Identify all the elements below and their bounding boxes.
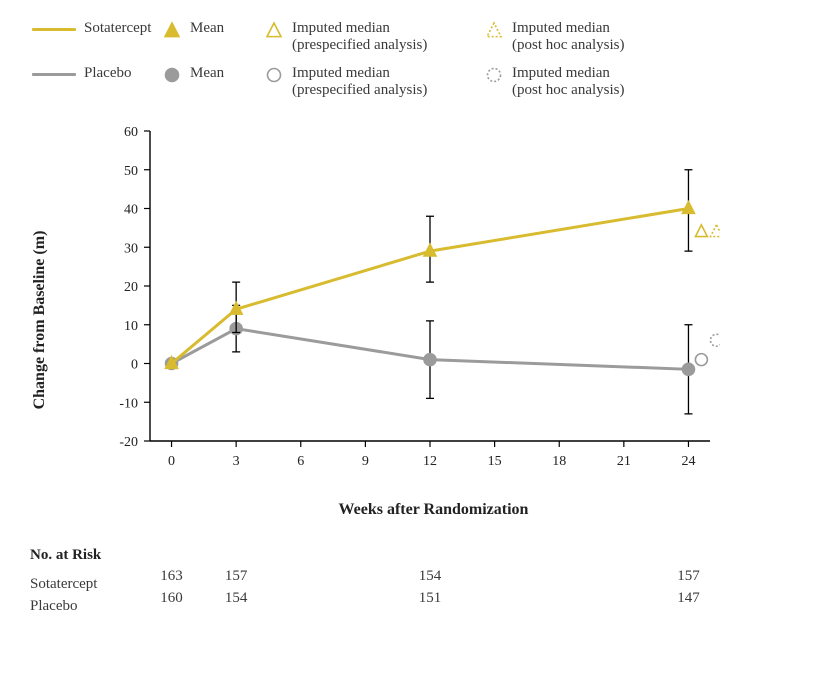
legend-label: Sotatercept [84,20,151,37]
legend-label: Imputed median (prespecified analysis) [292,65,427,100]
legend-label-line: (prespecified analysis) [292,82,427,99]
at-risk-value: 157 [225,568,248,585]
circle-filled-icon [162,65,182,85]
legend-label-line: Imputed median [512,20,624,37]
svg-text:60: 60 [124,125,138,140]
svg-text:0: 0 [168,454,175,469]
svg-text:20: 20 [124,280,138,295]
legend-sotatercept-line: Sotatercept [32,20,142,37]
at-risk-row-values: 160 154 151 147 [140,590,787,610]
svg-text:0: 0 [131,358,138,373]
legend-label-line: (post hoc analysis) [512,37,624,54]
svg-text:9: 9 [362,454,369,469]
legend-placebo-imputed-posthoc: Imputed median (post hoc analysis) [484,65,664,100]
at-risk-value: 154 [419,568,442,585]
legend-placebo-imputed-prespec: Imputed median (prespecified analysis) [264,65,464,100]
legend-label-line: (prespecified analysis) [292,37,427,54]
at-risk-row-label: Placebo [30,598,140,615]
legend-label-line: (post hoc analysis) [512,82,624,99]
triangle-open-icon [264,20,284,40]
svg-text:40: 40 [124,203,138,218]
svg-text:6: 6 [297,454,304,469]
legend-label: Imputed median (post hoc analysis) [512,65,624,100]
legend-label-line: Imputed median [292,20,427,37]
svg-text:24: 24 [681,454,695,469]
legend: Sotatercept Mean Imputed median (prespec… [32,20,787,99]
svg-text:18: 18 [552,454,566,469]
legend-label: Imputed median (prespecified analysis) [292,20,427,55]
legend-sotatercept-imputed-prespec: Imputed median (prespecified analysis) [264,20,464,55]
legend-row-placebo: Placebo Mean Imputed median (prespecifie… [32,65,787,100]
x-axis-label: Weeks after Randomization [80,501,787,519]
at-risk-row: Sotatercept 163 157 154 157 [30,568,787,590]
legend-label: Mean [190,65,224,82]
svg-text:21: 21 [617,454,631,469]
legend-row-sotatercept: Sotatercept Mean Imputed median (prespec… [32,20,787,55]
svg-text:3: 3 [233,454,240,469]
legend-sotatercept-mean: Mean [162,20,244,40]
at-risk-value: 160 [160,590,183,607]
at-risk-row: Placebo 160 154 151 147 [30,590,787,612]
legend-placebo-mean: Mean [162,65,244,85]
at-risk-row-label: Sotatercept [30,576,140,593]
legend-label: Imputed median (post hoc analysis) [512,20,624,55]
svg-text:12: 12 [423,454,437,469]
legend-label: Mean [190,20,224,37]
svg-text:-10: -10 [119,396,138,411]
line-swatch-icon [32,73,76,76]
svg-text:50: 50 [124,164,138,179]
triangle-filled-icon [162,20,182,40]
circle-open-icon [264,65,284,85]
svg-text:-20: -20 [119,435,138,450]
at-risk-title: No. at Risk [30,547,787,564]
legend-sotatercept-imputed-posthoc: Imputed median (post hoc analysis) [484,20,664,55]
at-risk-value: 147 [677,590,700,607]
at-risk-table: No. at Risk Sotatercept 163 157 154 157 Place… [30,547,787,612]
y-axis-label: Change from Baseline (m) [31,231,49,410]
legend-label-line: Imputed median [292,65,427,82]
triangle-dotted-icon [484,20,504,40]
at-risk-value: 151 [419,590,442,607]
chart-area: Change from Baseline (m) -20-10010203040… [80,121,787,519]
legend-label-line: Imputed median [512,65,624,82]
line-swatch-icon [32,28,76,31]
line-chart: -20 -10 0 10 20 30 40 50 60 0 3 6 9 12 15 18 21 24 [80,121,720,491]
svg-text:30: 30 [124,241,138,256]
at-risk-value: 157 [677,568,700,585]
at-risk-value: 154 [225,590,248,607]
legend-label: Placebo [84,65,131,82]
circle-dotted-icon [484,65,504,85]
svg-text:10: 10 [124,319,138,334]
at-risk-row-values: 163 157 154 157 [140,568,787,588]
figure-container: { "legend": { "sotatercept": { "label": … [0,0,817,687]
at-risk-value: 163 [160,568,183,585]
svg-text:15: 15 [488,454,502,469]
legend-placebo-line: Placebo [32,65,142,82]
